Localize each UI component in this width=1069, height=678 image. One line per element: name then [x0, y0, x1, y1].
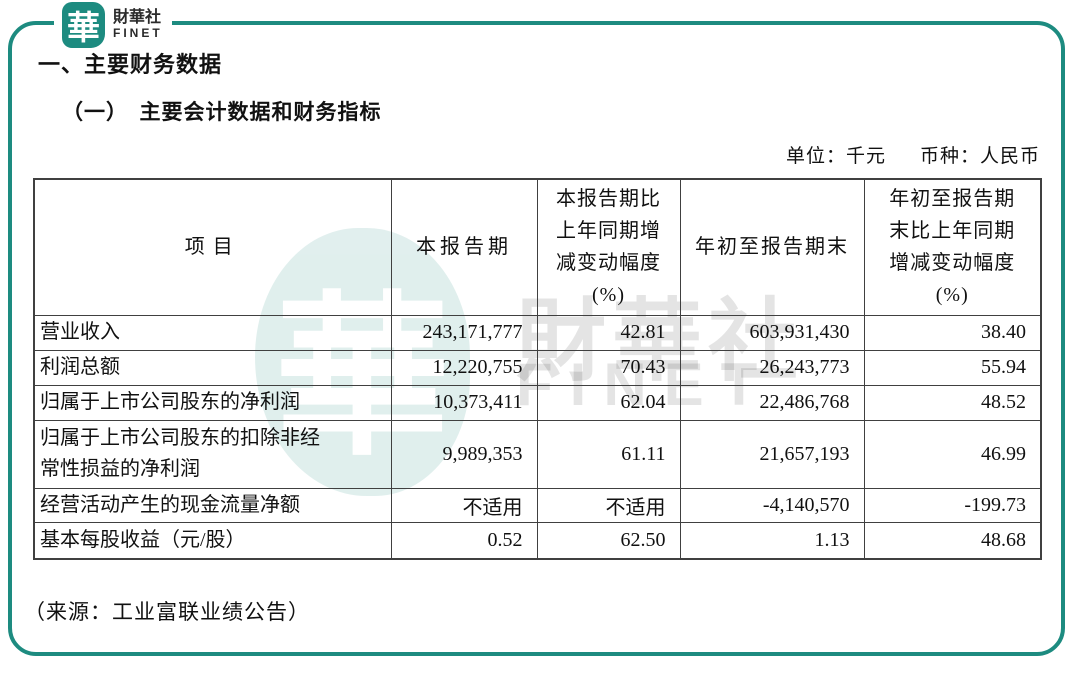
row-value: -199.73	[863, 487, 1042, 523]
row-value: 26,243,773	[679, 349, 865, 386]
row-value: 70.43	[536, 349, 681, 386]
row-value: 0.52	[390, 521, 538, 560]
row-label: 利润总额	[33, 349, 392, 386]
row-label: 归属于上市公司股东的扣除非经 常性损益的净利润	[33, 419, 392, 489]
row-label: 归属于上市公司股东的净利润	[33, 384, 392, 421]
finet-logo-name: 財華社	[113, 9, 162, 26]
row-label: 经营活动产生的现金流量净额	[33, 487, 392, 523]
source-note: （来源：工业富联业绩公告）	[24, 600, 310, 624]
row-value: 10,373,411	[390, 384, 538, 421]
row-value: 62.50	[536, 521, 681, 560]
header-current-period-change: 本报告期比 上年同期增 减变动幅度 (%)	[536, 178, 681, 316]
table-header-row: 项目 本报告期 本报告期比 上年同期增 减变动幅度 (%) 年初至报告期末 年初…	[33, 178, 1042, 316]
row-value: 48.68	[863, 521, 1042, 560]
finet-logo-brand: FINET	[113, 26, 163, 40]
table-row: 归属于上市公司股东的净利润 10,373,411 62.04 22,486,76…	[33, 384, 1042, 421]
finet-logo: 華 財華社 FINET	[62, 2, 163, 48]
header-current-period: 本报告期	[390, 178, 538, 316]
row-value: 48.52	[863, 384, 1042, 421]
row-value: 62.04	[536, 384, 681, 421]
row-value: 1.13	[679, 521, 865, 560]
row-value: -4,140,570	[679, 487, 865, 523]
row-value: 不适用	[536, 487, 681, 523]
page-border-frame	[8, 21, 1065, 656]
unit-label: 单位：千元	[785, 146, 886, 167]
row-value: 42.81	[536, 314, 681, 351]
row-value: 61.11	[536, 419, 681, 489]
header-item: 项目	[33, 178, 392, 316]
row-value: 9,989,353	[390, 419, 538, 489]
table-row: 营业收入 243,171,777 42.81 603,931,430 38.40	[33, 314, 1042, 351]
row-value: 12,220,755	[390, 349, 538, 386]
unit-currency-line: 单位：千元 币种：人民币	[786, 141, 1040, 168]
header-year-to-date-change: 年初至报告期 末比上年同期 增减变动幅度 (%)	[863, 178, 1042, 316]
table-row: 经营活动产生的现金流量净额 不适用 不适用 -4,140,570 -199.73	[33, 487, 1042, 523]
row-value: 不适用	[390, 487, 538, 523]
row-value: 38.40	[863, 314, 1042, 351]
table-row: 利润总额 12,220,755 70.43 26,243,773 55.94	[33, 349, 1042, 386]
subsection-title: （一） 主要会计数据和财务指标	[62, 100, 382, 124]
row-label: 基本每股收益（元/股）	[33, 521, 392, 560]
financial-data-table: 项目 本报告期 本报告期比 上年同期增 减变动幅度 (%) 年初至报告期末 年初…	[33, 178, 1042, 560]
header-year-to-date: 年初至报告期末	[679, 178, 865, 316]
finet-logo-text: 財華社 FINET	[113, 2, 163, 48]
row-value: 243,171,777	[390, 314, 538, 351]
row-value: 603,931,430	[679, 314, 865, 351]
table-row: 基本每股收益（元/股） 0.52 62.50 1.13 48.68	[33, 521, 1042, 560]
row-label: 营业收入	[33, 314, 392, 351]
currency-label: 币种：人民币	[919, 146, 1040, 167]
row-value: 21,657,193	[679, 419, 865, 489]
row-value: 55.94	[863, 349, 1042, 386]
finet-logo-icon: 華	[62, 2, 105, 48]
row-value: 22,486,768	[679, 384, 865, 421]
section-title: 一、主要财务数据	[38, 52, 223, 77]
row-value: 46.99	[863, 419, 1042, 489]
table-row: 归属于上市公司股东的扣除非经 常性损益的净利润 9,989,353 61.11 …	[33, 419, 1042, 489]
